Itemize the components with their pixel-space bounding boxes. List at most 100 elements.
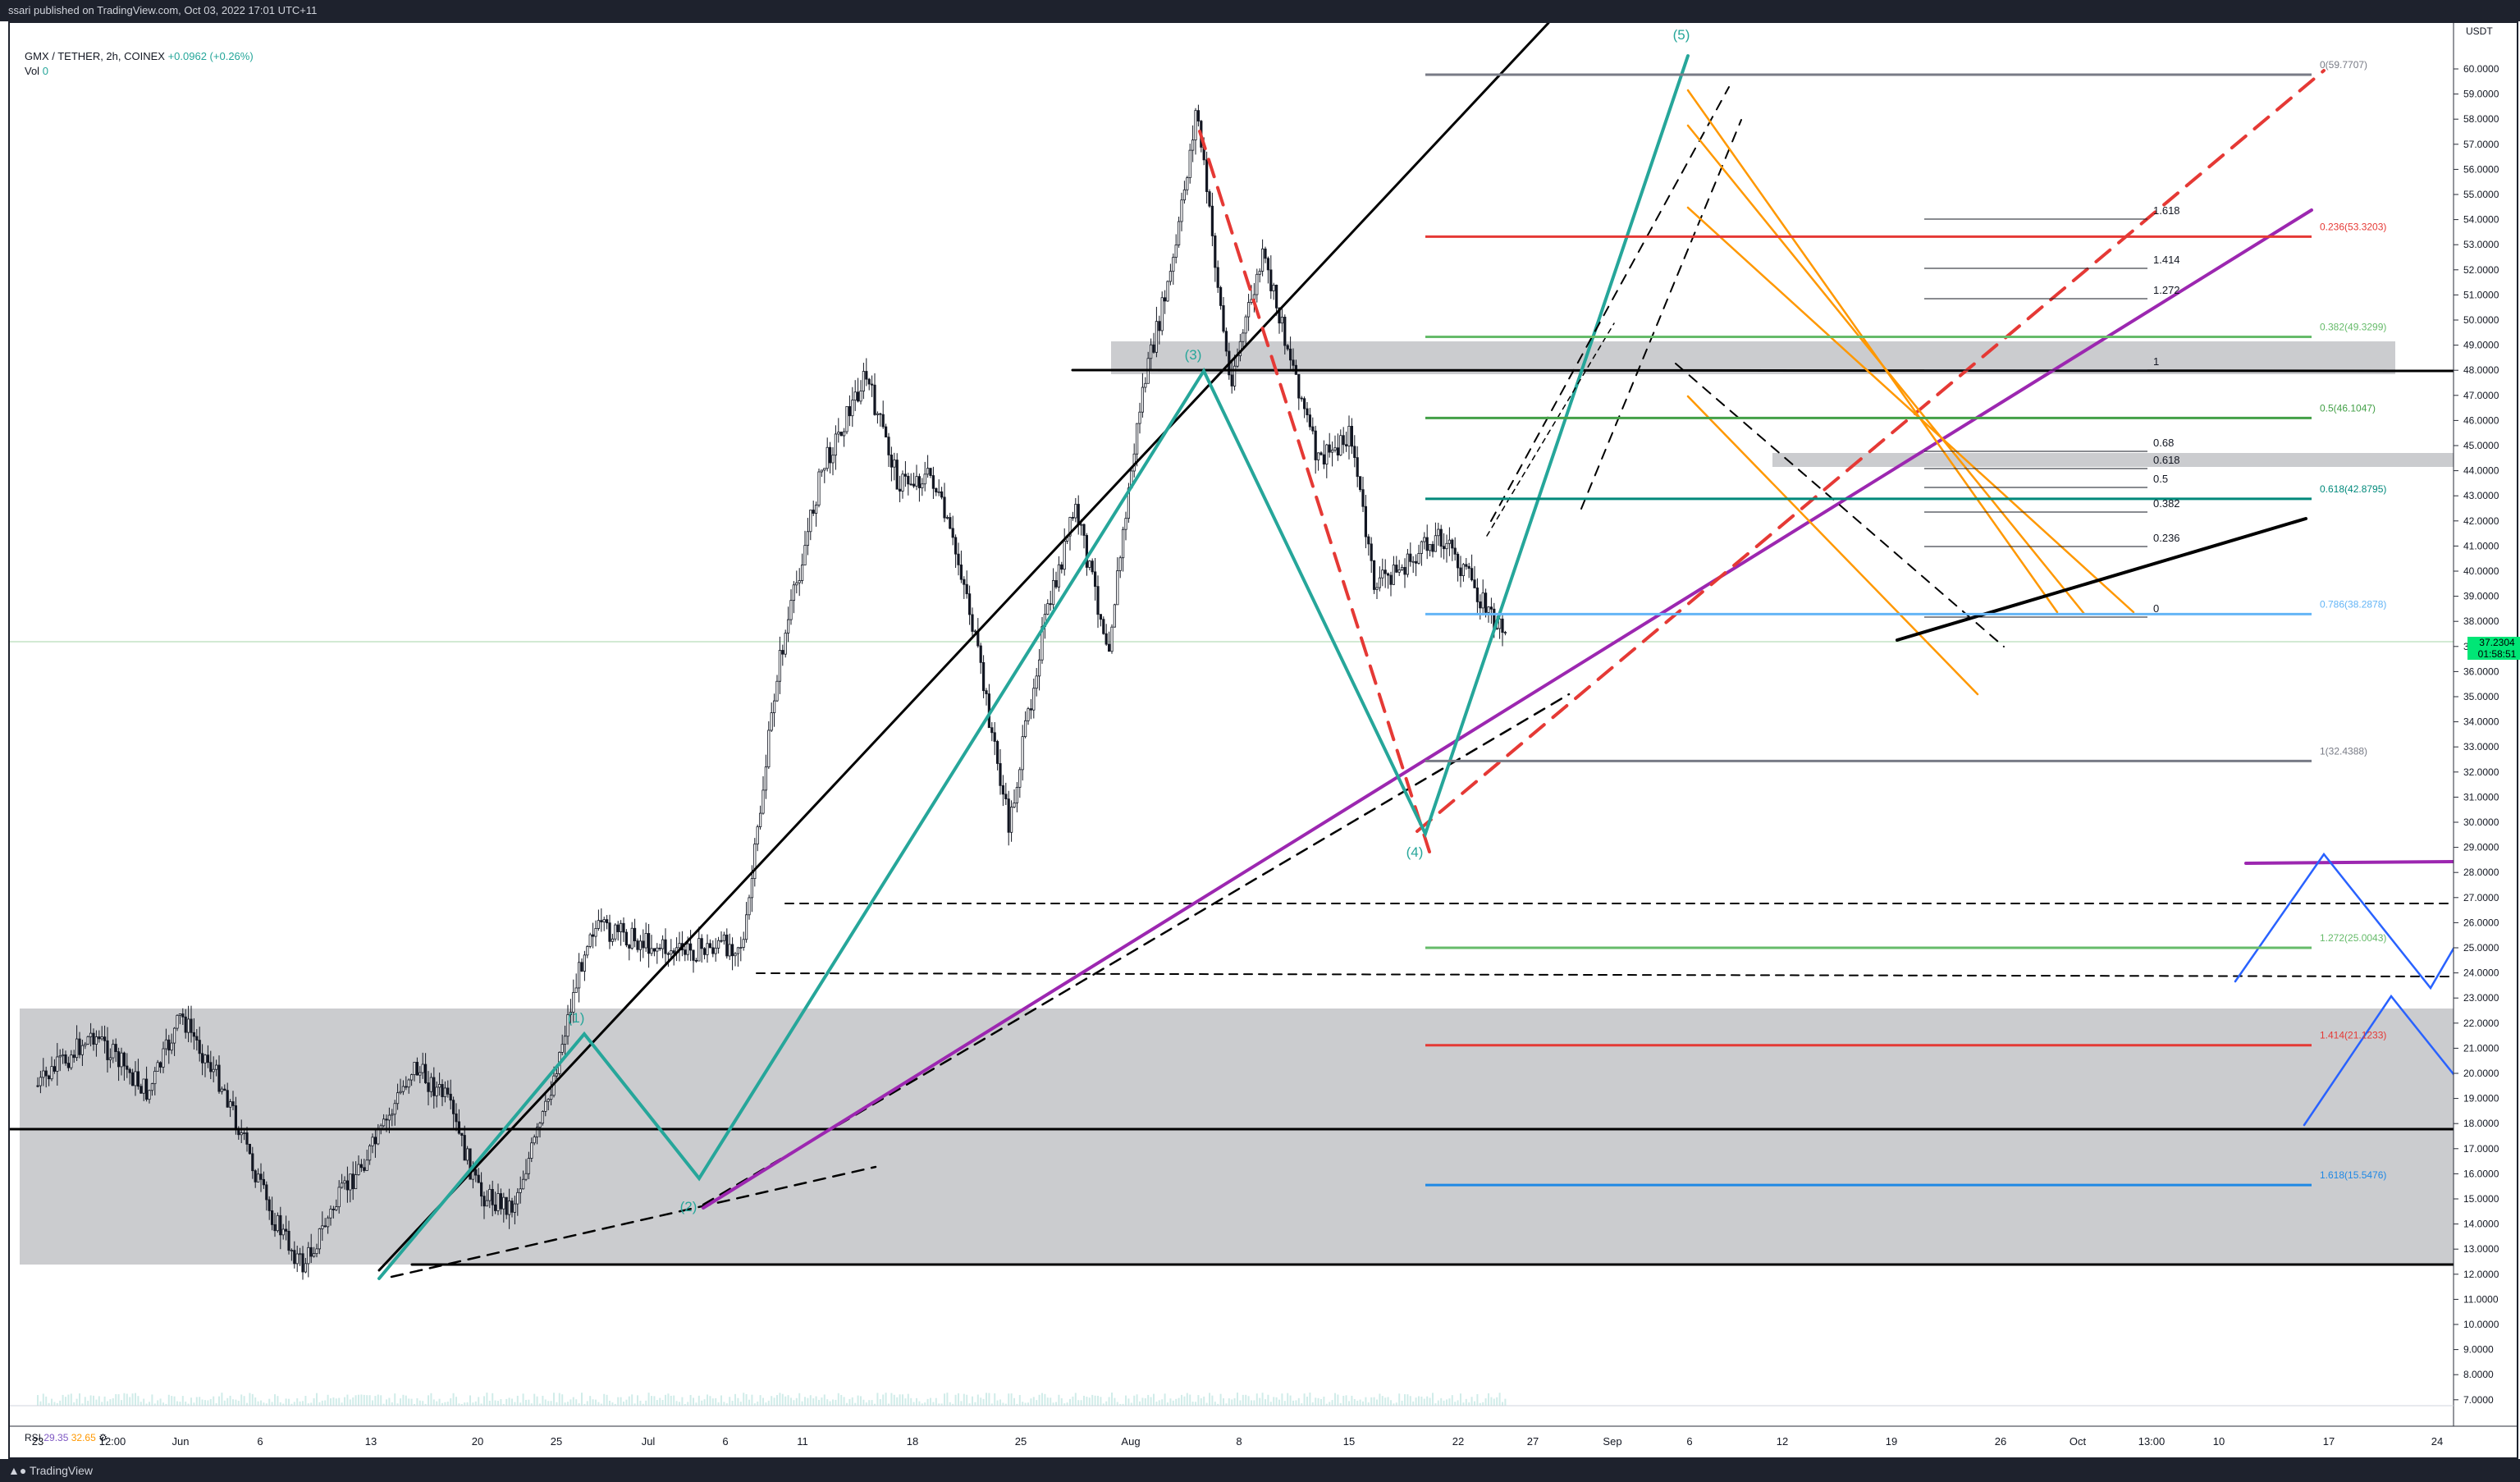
price-axis[interactable]: 60.0000 59.0000 58.0000 57.0000 56.0000 55.00… <box>2454 63 2499 1406</box>
candle-body <box>1501 618 1504 634</box>
volume-bar <box>550 1401 552 1406</box>
last-price-value: 37.2304 <box>2479 637 2515 648</box>
volume-bar <box>1460 1393 1461 1406</box>
candle-body <box>259 1173 263 1180</box>
price-tick-label: 21.0000 <box>2463 1042 2499 1054</box>
candle-body <box>890 455 893 468</box>
volume-bar <box>781 1393 784 1406</box>
candle-body <box>759 812 762 827</box>
candle-body <box>130 1072 135 1086</box>
candle-body <box>949 517 952 529</box>
volume-bar <box>642 1403 644 1406</box>
candle-body <box>935 487 938 493</box>
blue-projection-2 <box>2303 994 2454 1127</box>
volume-bar <box>1484 1398 1487 1406</box>
volume-bar <box>249 1393 251 1406</box>
volume-bar <box>107 1401 108 1406</box>
volume-bar <box>924 1402 926 1406</box>
candle-body <box>583 954 587 972</box>
candle-body <box>1297 373 1301 399</box>
time-tick-label: 23 <box>32 1435 43 1448</box>
volume-bar <box>960 1401 963 1406</box>
candle-body <box>144 1078 149 1100</box>
volume-bar <box>723 1402 725 1406</box>
candle-body <box>857 391 860 402</box>
price-chart[interactable]: 0(59.7707) 0.236(53.3203) 0.382(49.3299) 0.… <box>10 23 2517 1457</box>
candle-body <box>1395 565 1398 573</box>
candle-body <box>1467 565 1470 569</box>
volume-bar <box>360 1394 363 1406</box>
time-axis[interactable]: 23 12:00 Jun 6 13 20 25 Jul 6 11 18 25 Aug 8 15 22 27 Sep… <box>32 1435 2443 1448</box>
volume-bar <box>999 1399 1001 1406</box>
volume-bar <box>209 1398 212 1406</box>
volume-bar <box>190 1397 192 1406</box>
wave5-dashed-1 <box>1490 86 1730 522</box>
volume-bar <box>1476 1393 1479 1406</box>
price-tick-label: 26.0000 <box>2463 917 2499 928</box>
chart-frame[interactable]: 0(59.7707) 0.236(53.3203) 0.382(49.3299) 0.… <box>8 21 2520 1459</box>
volume-bar <box>1169 1398 1172 1406</box>
volume-bar <box>1470 1397 1473 1406</box>
volume-bar <box>885 1393 887 1406</box>
candle-body <box>574 987 578 993</box>
volume-bar <box>1219 1393 1222 1406</box>
candle-body <box>329 1209 332 1219</box>
volume-bar <box>1231 1399 1233 1406</box>
candle-body <box>365 1160 368 1171</box>
candle-body <box>547 1099 550 1102</box>
volume-bar <box>553 1393 555 1406</box>
settings-icon[interactable]: ⚙ <box>98 1432 107 1443</box>
volume-bar <box>762 1397 764 1406</box>
candle-body <box>636 940 639 950</box>
candle-body <box>1108 643 1111 652</box>
candle-body <box>917 476 921 488</box>
volume-bar <box>410 1398 413 1406</box>
candle-body <box>214 1064 218 1070</box>
candle-body <box>148 1090 151 1100</box>
candle-body <box>150 1083 153 1091</box>
volume-bar <box>1496 1397 1498 1406</box>
volume-bar <box>181 1396 184 1406</box>
elliott-wave-label: (1) <box>568 1010 585 1026</box>
candle-body <box>588 934 592 947</box>
time-tick-label: 15 <box>1343 1435 1355 1448</box>
candle-body <box>784 633 787 655</box>
candle-body <box>1214 236 1217 268</box>
volume-bar <box>1116 1402 1118 1406</box>
volume-bar <box>1063 1403 1066 1406</box>
candle-body <box>600 920 603 922</box>
candle-body <box>885 426 888 438</box>
volume-bar <box>679 1402 680 1406</box>
volume-bar <box>1127 1398 1130 1406</box>
candle-body <box>1182 189 1186 201</box>
candle-body <box>1431 543 1434 552</box>
candle-body <box>971 614 974 632</box>
candle-body <box>1451 539 1454 549</box>
volume-bar <box>1334 1393 1336 1406</box>
volume-bar <box>1147 1394 1150 1406</box>
candle-body <box>463 1135 466 1161</box>
volume-bar <box>745 1393 748 1406</box>
candle-body <box>954 537 958 555</box>
candle-body <box>1403 566 1406 575</box>
volume-bar <box>1091 1394 1094 1406</box>
volume-bar <box>952 1403 954 1406</box>
extension-level-label: 1.414 <box>2153 254 2180 266</box>
volume-bar <box>299 1401 301 1406</box>
candle-body <box>614 924 617 940</box>
time-tick-label: 19 <box>1886 1435 1897 1448</box>
volume-bar <box>229 1395 231 1406</box>
last-price-tag: 37.2304 01:58:51 <box>2467 637 2520 660</box>
volume-bar <box>126 1393 128 1406</box>
volume-bar <box>1337 1394 1339 1406</box>
candle-body <box>544 1100 547 1112</box>
candle-body <box>1275 285 1278 309</box>
candle-body <box>268 1199 271 1211</box>
volume-bar <box>488 1400 491 1406</box>
candle-body <box>907 475 910 485</box>
candle-body <box>921 483 924 488</box>
candle-body <box>496 1193 500 1211</box>
volume-bar <box>341 1402 343 1406</box>
candle-body <box>304 1263 308 1273</box>
volume-bar <box>363 1394 365 1406</box>
